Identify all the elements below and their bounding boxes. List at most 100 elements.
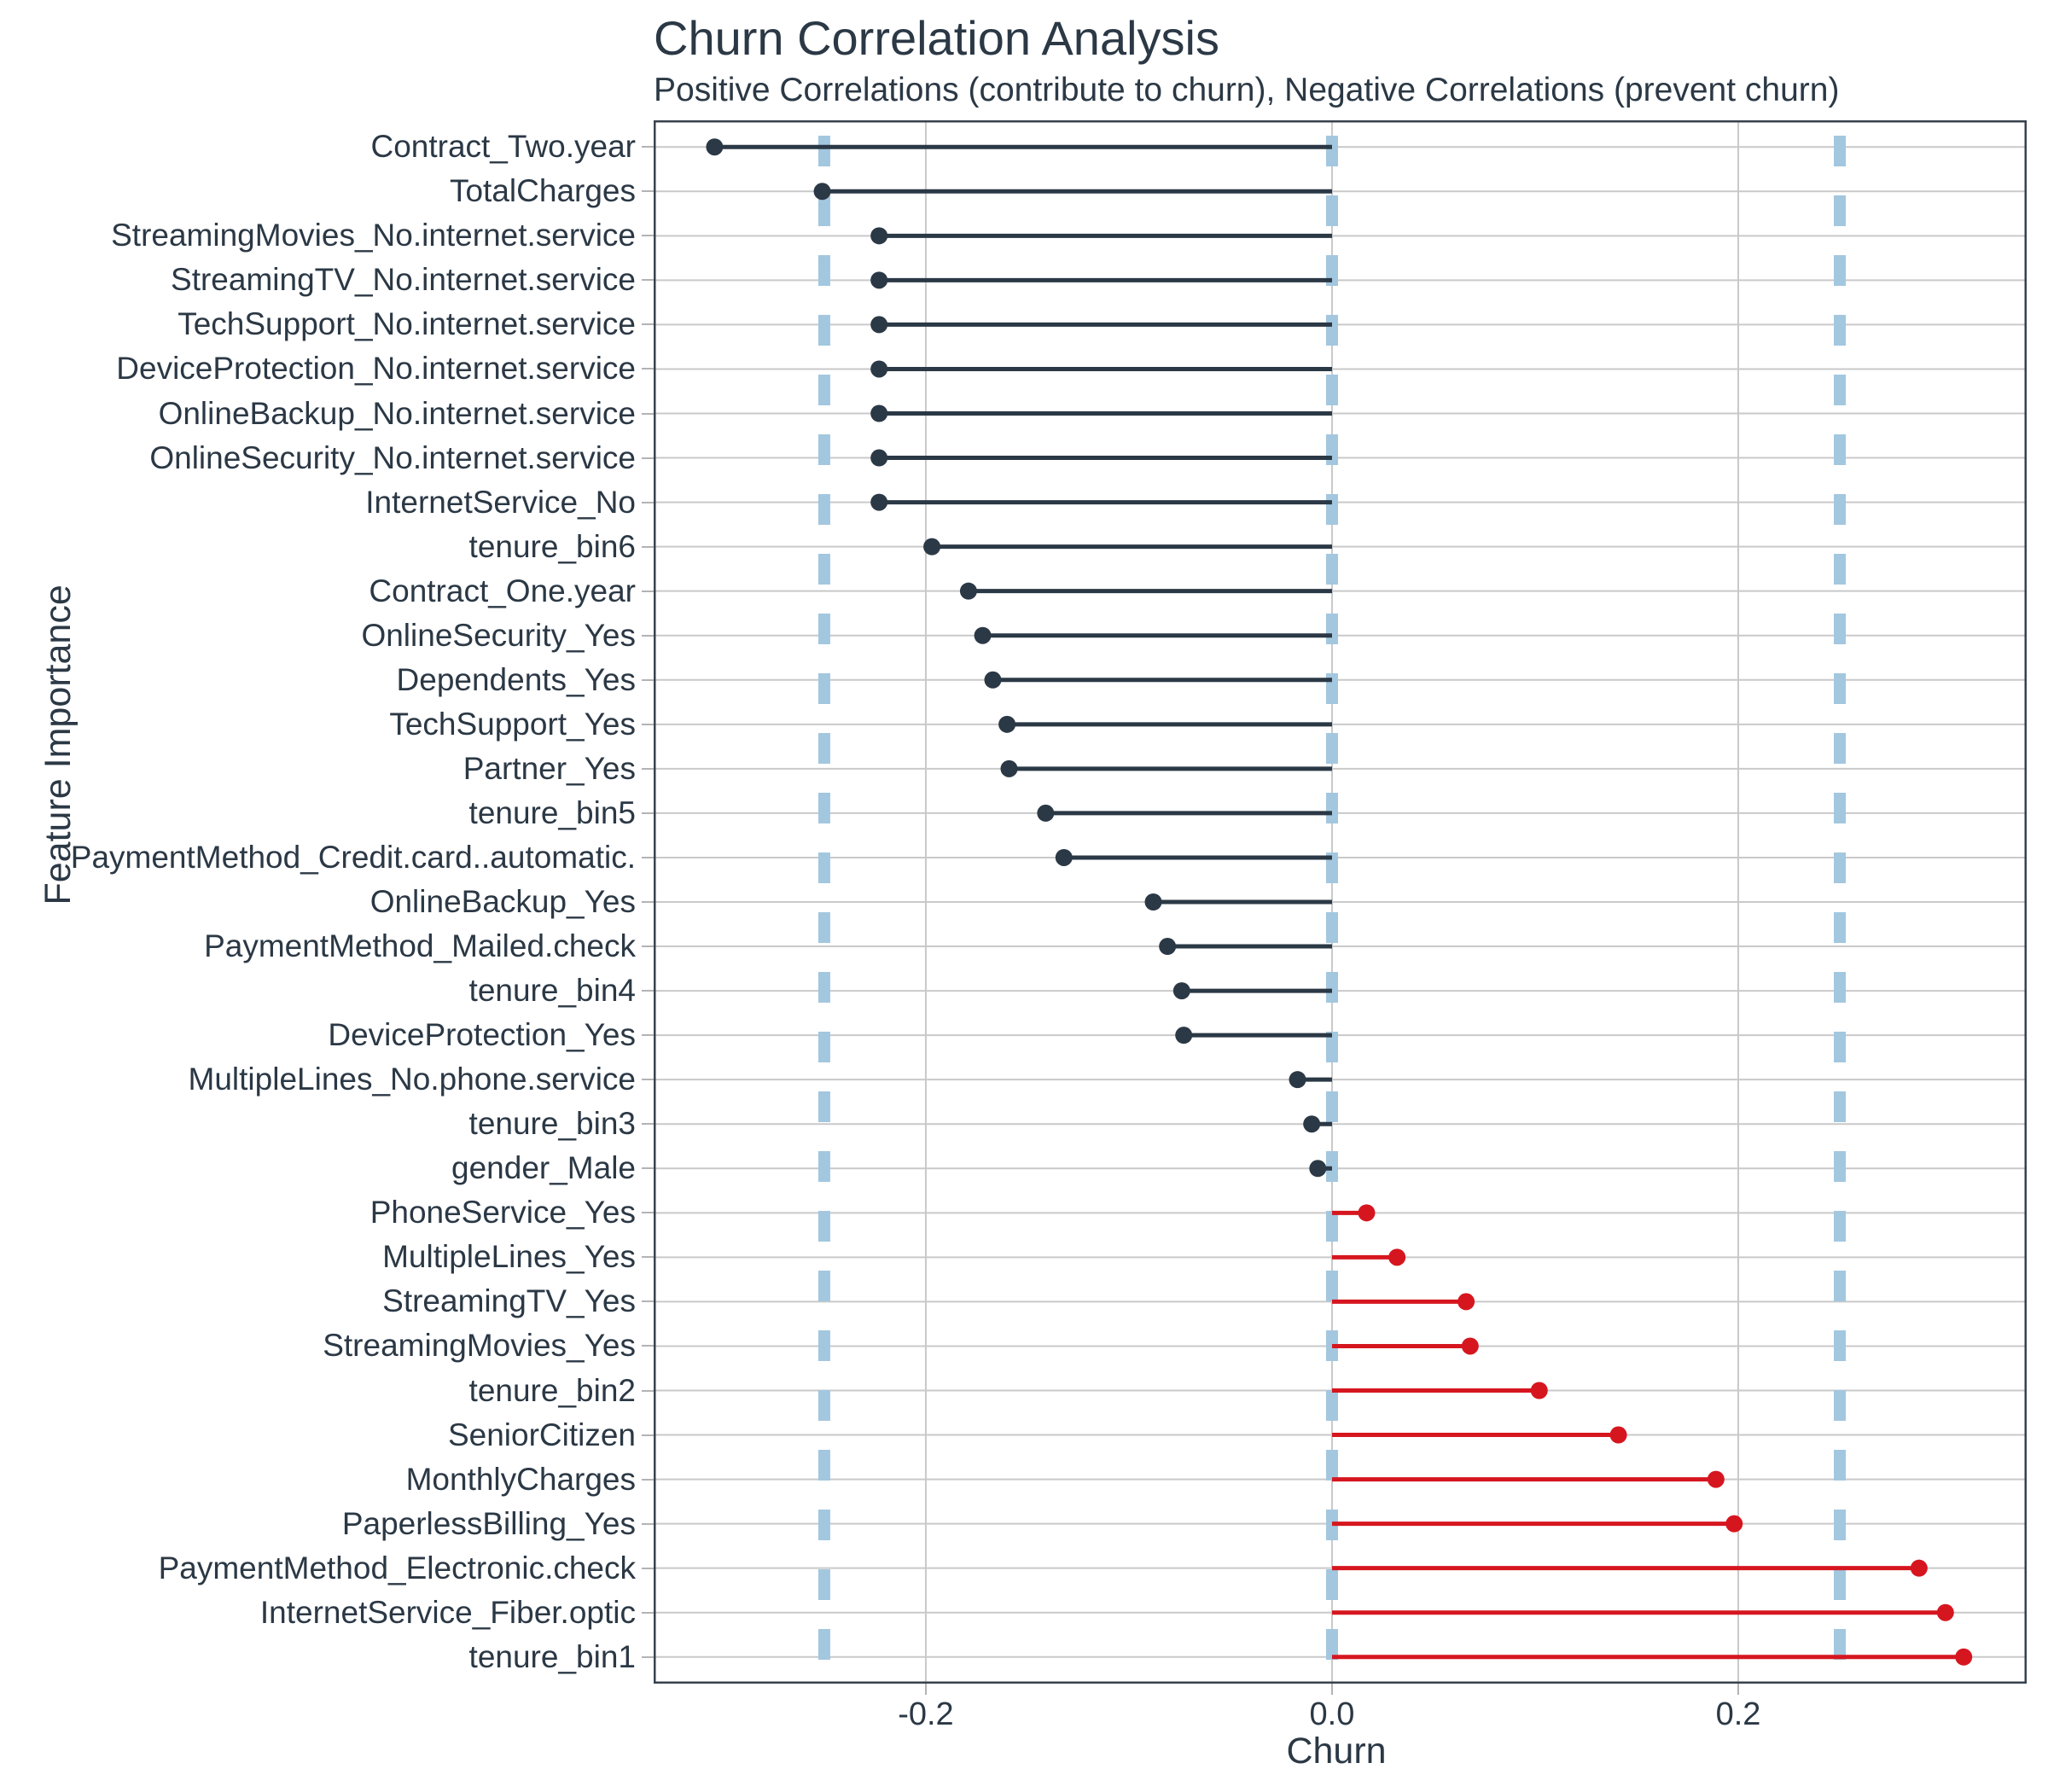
y-tick-mark xyxy=(642,1567,654,1569)
y-tick-label: PaymentMethod_Credit.card..automatic. xyxy=(70,839,636,875)
lollipop-dot xyxy=(1175,1027,1193,1044)
y-tick-label: StreamingMovies_Yes xyxy=(323,1328,636,1364)
y-tick-mark xyxy=(642,190,654,193)
x-tick-label: -0.2 xyxy=(898,1696,954,1732)
lollipop-dot xyxy=(706,138,724,156)
y-tick-mark xyxy=(642,1345,654,1347)
lollipop-dot xyxy=(813,183,831,201)
y-tick-label: MultipleLines_Yes xyxy=(382,1239,636,1275)
y-tick-label: Partner_Yes xyxy=(463,750,636,786)
plot-panel xyxy=(654,120,2027,1684)
y-tick-label: MultipleLines_No.phone.service xyxy=(188,1062,636,1097)
lollipop-dot xyxy=(1388,1248,1406,1266)
y-tick-mark xyxy=(642,1478,654,1481)
y-tick-label: PaperlessBilling_Yes xyxy=(341,1505,636,1541)
y-tick-label: OnlineBackup_Yes xyxy=(369,884,636,919)
lollipop-dot xyxy=(1037,804,1055,822)
lollipop-dot xyxy=(1609,1426,1627,1444)
y-tick-label: TechSupport_Yes xyxy=(389,706,636,742)
y-tick-mark xyxy=(642,1434,654,1436)
lollipop-dot xyxy=(959,582,977,600)
y-tick-mark xyxy=(642,457,654,459)
y-tick-mark xyxy=(642,723,654,725)
lollipop-dot xyxy=(1725,1515,1743,1533)
y-tick-label: DeviceProtection_No.internet.service xyxy=(116,351,636,387)
y-tick-label: OnlineSecurity_No.internet.service xyxy=(149,439,636,475)
y-tick-mark xyxy=(642,1167,654,1170)
y-tick-label: MonthlyCharges xyxy=(405,1461,636,1497)
y-tick-label: tenure_bin3 xyxy=(468,1106,636,1142)
y-tick-label: StreamingTV_Yes xyxy=(382,1283,636,1319)
y-tick-label: Dependents_Yes xyxy=(396,661,636,697)
y-tick-label: OnlineSecurity_Yes xyxy=(361,617,636,653)
x-tick-mark xyxy=(924,1684,927,1695)
lollipop-dot xyxy=(1159,938,1177,956)
y-tick-mark xyxy=(642,990,654,992)
lollipop-dot xyxy=(1055,848,1073,866)
y-tick-label: PhoneService_Yes xyxy=(369,1195,636,1231)
y-tick-mark xyxy=(642,1123,654,1126)
y-tick-label: StreamingTV_No.internet.service xyxy=(171,262,636,298)
panel-border xyxy=(654,120,2027,1684)
y-tick-label: PaymentMethod_Mailed.check xyxy=(204,928,636,964)
lollipop-dot xyxy=(1461,1337,1479,1355)
lollipop-dot xyxy=(870,227,888,245)
y-tick-label: PaymentMethod_Electronic.check xyxy=(158,1550,636,1585)
y-tick-label: tenure_bin4 xyxy=(468,973,636,1009)
lollipop-dot xyxy=(1936,1603,1954,1621)
x-tick-mark xyxy=(1330,1684,1333,1695)
y-tick-mark xyxy=(642,1611,654,1614)
y-tick-label: SeniorCitizen xyxy=(447,1417,636,1452)
y-tick-mark xyxy=(642,323,654,326)
x-axis-title: Churn xyxy=(1286,1731,1387,1772)
y-tick-mark xyxy=(642,1522,654,1525)
y-tick-label: DeviceProtection_Yes xyxy=(328,1017,636,1053)
y-tick-label: Contract_Two.year xyxy=(370,129,636,165)
y-tick-mark xyxy=(642,235,654,237)
lollipop-dot xyxy=(1000,759,1018,777)
y-tick-mark xyxy=(642,368,654,370)
lollipop-dot xyxy=(1910,1559,1928,1577)
lollipop-dot xyxy=(870,449,888,467)
y-tick-mark xyxy=(642,545,654,548)
lollipop-dot xyxy=(998,715,1016,733)
lollipop-dot xyxy=(870,271,888,289)
y-tick-label: Contract_One.year xyxy=(369,573,636,608)
y-tick-mark xyxy=(642,1079,654,1081)
y-tick-mark xyxy=(642,1655,654,1658)
y-tick-mark xyxy=(642,634,654,637)
y-tick-label: tenure_bin5 xyxy=(468,794,636,830)
y-tick-mark xyxy=(642,678,654,681)
x-tick-label: 0.0 xyxy=(1309,1696,1355,1732)
lollipop-dot xyxy=(1358,1204,1376,1222)
lollipop-dot xyxy=(1707,1470,1725,1488)
lollipop-dot xyxy=(1144,893,1162,911)
chart-title: Churn Correlation Analysis xyxy=(654,11,1219,65)
y-tick-label: tenure_bin2 xyxy=(468,1372,636,1408)
y-tick-mark xyxy=(642,501,654,503)
y-tick-mark xyxy=(642,901,654,903)
y-tick-label: TotalCharges xyxy=(449,173,636,209)
y-tick-label: tenure_bin1 xyxy=(468,1638,636,1674)
y-tick-mark xyxy=(642,146,654,148)
x-tick-label: 0.2 xyxy=(1715,1696,1761,1732)
lollipop-dot xyxy=(1955,1648,1973,1666)
lollipop-dot xyxy=(870,404,888,422)
y-tick-mark xyxy=(642,945,654,948)
y-tick-label: InternetService_Fiber.optic xyxy=(259,1594,636,1630)
lollipop-dot xyxy=(870,493,888,511)
y-tick-label: StreamingMovies_No.internet.service xyxy=(111,218,636,253)
y-tick-label: tenure_bin6 xyxy=(468,528,636,564)
lollipop-dot xyxy=(1530,1382,1548,1399)
lollipop-dot xyxy=(870,360,888,378)
y-tick-label: gender_Male xyxy=(451,1150,636,1186)
y-tick-mark xyxy=(642,1300,654,1303)
y-tick-mark xyxy=(642,279,654,282)
lollipop-dot xyxy=(870,316,888,334)
lollipop-dot xyxy=(984,671,1002,689)
lollipop-dot xyxy=(974,626,992,644)
y-tick-mark xyxy=(642,856,654,858)
y-tick-mark xyxy=(642,1212,654,1214)
y-tick-mark xyxy=(642,767,654,770)
